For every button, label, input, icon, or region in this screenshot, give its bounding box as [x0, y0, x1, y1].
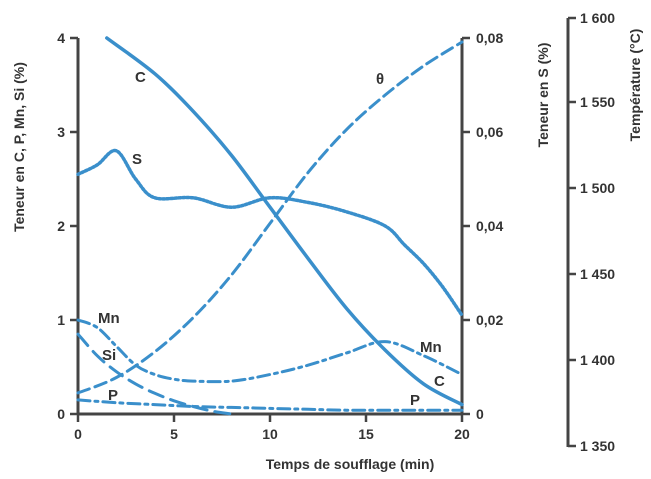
series-label-c: C: [135, 69, 146, 86]
series-label-mn: Mn: [98, 310, 120, 327]
series-p-line: [76, 398, 464, 412]
s-tick-label-0: 0: [476, 406, 484, 422]
left-tick-label-3: 3: [57, 124, 65, 140]
series-s-line: [76, 148, 464, 318]
series-theta-line: [76, 40, 464, 395]
s-tick-label-008: 0,08: [476, 30, 503, 46]
left-tick-label-4: 4: [57, 30, 65, 46]
s-ticks: 0 0,02 0,04 0,06 0,08: [462, 30, 503, 422]
temperature-axis-label: Température (°C): [627, 29, 643, 142]
curves: [76, 36, 464, 416]
temperature-ticks: 1 350 1 400 1 450 1 500 1 550 1 600: [568, 10, 615, 454]
series-label-si: Si: [102, 347, 116, 364]
x-tick-label-10: 10: [262, 426, 278, 442]
temp-tick-label-1500: 1 500: [580, 180, 615, 196]
left-tick-label-0: 0: [57, 406, 65, 422]
series-label-theta: θ: [376, 71, 384, 88]
series-label-p: P: [108, 387, 118, 404]
x-tick-label-0: 0: [74, 426, 82, 442]
left-tick-label-2: 2: [57, 218, 65, 234]
temp-tick-label-1600: 1 600: [580, 10, 615, 26]
temp-tick-label-1450: 1 450: [580, 266, 615, 282]
series-c-line: [105, 36, 464, 407]
s-tick-label-002: 0,02: [476, 312, 503, 328]
x-ticks: 0 5 10 15 20: [74, 414, 470, 442]
left-tick-label-1: 1: [57, 312, 65, 328]
x-tick-label-5: 5: [170, 426, 178, 442]
series-mn-line: [76, 318, 464, 384]
temp-tick-label-1350: 1 350: [580, 438, 615, 454]
s-tick-label-006: 0,06: [476, 124, 503, 140]
s-axis-label: Teneur en S (%): [535, 43, 551, 148]
x-axis-label: Temps de soufflage (min): [266, 456, 435, 472]
series-si-line: [76, 332, 234, 416]
x-tick-label-15: 15: [358, 426, 374, 442]
temp-tick-label-1400: 1 400: [580, 352, 615, 368]
series-label-s: S: [132, 151, 142, 168]
series-labels: C Mn Si P S θ Mn C P: [98, 69, 445, 409]
x-tick-label-20: 20: [454, 426, 470, 442]
series-label-p-right: P: [410, 392, 420, 409]
series-label-mn-right: Mn: [420, 339, 442, 356]
temp-tick-label-1550: 1 550: [580, 94, 615, 110]
s-tick-label-004: 0,04: [476, 218, 503, 234]
left-ticks: 0 1 2 3 4: [57, 30, 78, 422]
series-label-c-right: C: [434, 373, 445, 390]
left-axis-label: Teneur en C, P, Mn, Si (%): [11, 62, 27, 232]
